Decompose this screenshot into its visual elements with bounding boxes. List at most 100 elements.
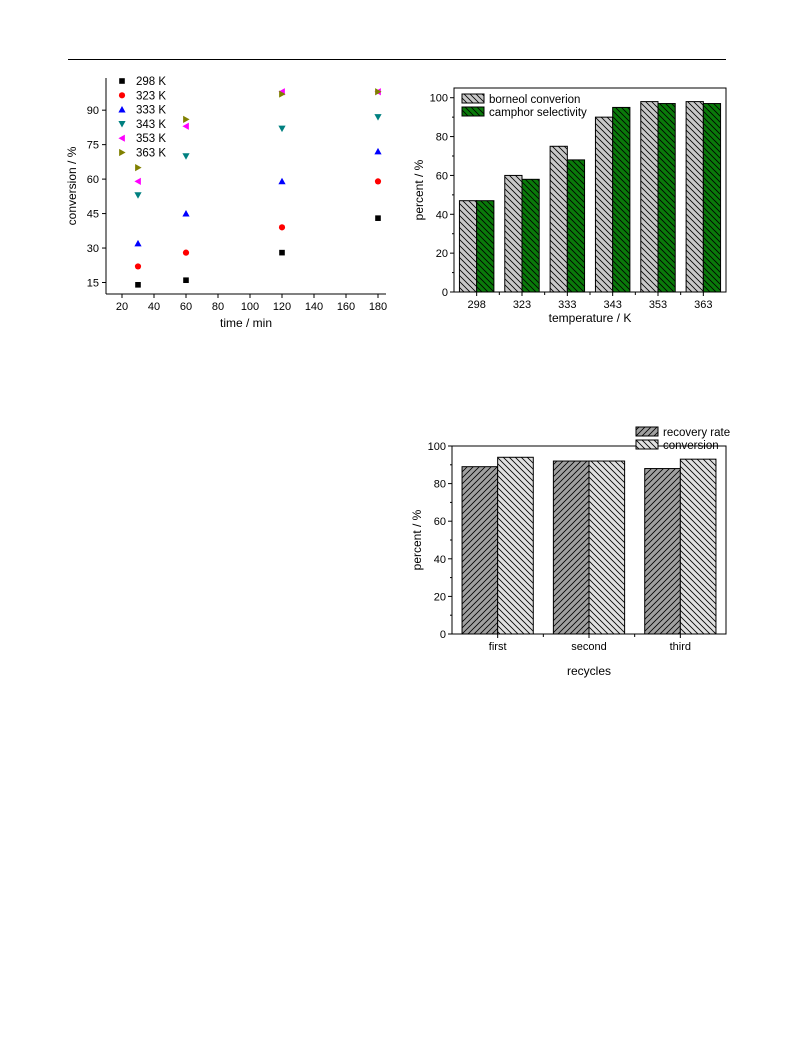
y-tick-label: 20 — [436, 248, 448, 260]
data-point — [183, 115, 190, 123]
x-tick-label: first — [489, 641, 507, 653]
bar-camphor-selectivity — [521, 178, 540, 293]
y-tick-label: 15 — [87, 278, 99, 290]
series-323-K — [134, 178, 382, 270]
data-point — [135, 164, 142, 172]
y-tick-label: 100 — [430, 93, 448, 105]
y-tick-label: 20 — [434, 591, 446, 603]
legend-marker — [119, 78, 125, 84]
bar-recovery-rate — [552, 460, 590, 635]
bar-borneol-converion — [685, 101, 704, 293]
data-point — [279, 249, 285, 256]
data-point — [134, 239, 142, 247]
legend-swatch — [635, 426, 659, 437]
bar-camphor-selectivity — [612, 106, 631, 293]
y-axis-label: conversion / % — [65, 146, 79, 225]
y-tick-label: 0 — [440, 629, 446, 641]
y-tick-label: 40 — [434, 554, 446, 566]
bar-conversion — [588, 460, 626, 635]
series-333-K — [134, 147, 382, 247]
data-point — [134, 263, 142, 270]
legend-label: recovery rate — [663, 427, 730, 439]
x-tick-label: 140 — [305, 301, 323, 313]
x-tick-label: 40 — [148, 301, 160, 313]
legend-swatch — [635, 439, 659, 450]
bar-camphor-selectivity — [476, 200, 495, 293]
data-point — [134, 192, 142, 199]
legend-swatch — [461, 93, 485, 104]
legend-marker — [118, 106, 126, 113]
y-axis-label: percent / % — [412, 159, 426, 220]
y-tick-label: 45 — [87, 209, 99, 221]
series-343-K — [134, 114, 382, 199]
legend-label: 353 K — [136, 133, 166, 145]
y-tick-label: 80 — [436, 132, 448, 144]
legend-marker — [119, 148, 126, 157]
bar-conversion — [497, 456, 534, 635]
bar-camphor-selectivity — [702, 103, 722, 293]
data-point — [135, 282, 141, 288]
x-tick-label: 20 — [116, 301, 128, 313]
legend-marker — [118, 121, 126, 128]
data-point — [182, 153, 190, 160]
y-tick-label: 80 — [434, 479, 446, 491]
legend-swatch — [461, 106, 485, 117]
data-point — [182, 249, 190, 256]
data-point — [134, 177, 141, 186]
data-point — [182, 122, 189, 130]
x-tick-label: 333 — [558, 299, 576, 311]
x-tick-label: 353 — [649, 299, 667, 311]
x-tick-label: second — [571, 641, 606, 653]
bar-borneol-converion — [640, 101, 659, 293]
x-tick-label: 323 — [513, 299, 531, 311]
y-axis-label: percent / % — [410, 509, 424, 570]
y-tick-label: 40 — [436, 209, 448, 221]
legend-label: borneol converion — [489, 94, 580, 106]
data-point — [183, 277, 189, 284]
legend-label: 333 K — [136, 105, 166, 117]
bar-borneol-converion — [549, 145, 568, 293]
legend-marker — [118, 134, 125, 142]
series-363-K — [135, 88, 382, 172]
bar-recovery-rate — [461, 466, 499, 635]
recycles-bar-chart: first second third 0 20 40 60 80 100 recycles perc… — [410, 426, 730, 678]
y-tick-label: 75 — [87, 140, 99, 152]
x-tick-label: 120 — [273, 301, 291, 313]
x-axis-label: temperature / K — [549, 311, 632, 325]
bar-camphor-selectivity — [657, 103, 676, 293]
data-point — [182, 209, 190, 217]
y-tick-label: 90 — [87, 105, 99, 117]
plot-frame — [453, 87, 727, 293]
bar-camphor-selectivity — [566, 159, 586, 293]
bar-borneol-converion — [458, 200, 478, 293]
legend-label: 323 K — [136, 90, 166, 102]
header-rule — [68, 59, 726, 60]
data-point — [278, 177, 286, 185]
y-tick-label: 100 — [428, 441, 446, 453]
data-point — [375, 215, 381, 221]
y-tick-label: 60 — [436, 170, 448, 182]
series-298-K — [135, 215, 381, 288]
legend-label: 363 K — [136, 148, 166, 160]
x-axis-label: recycles — [567, 664, 611, 678]
x-tick-label: third — [670, 641, 691, 653]
data-point — [374, 114, 382, 121]
legend-label: conversion — [663, 440, 719, 452]
x-tick-label: 180 — [369, 301, 387, 313]
legend-marker — [118, 92, 126, 99]
series-353-K — [134, 88, 381, 186]
y-tick-label: 60 — [434, 516, 446, 528]
bar-recovery-rate — [644, 468, 681, 635]
bar-conversion — [679, 458, 717, 635]
legend-label: camphor selectivity — [489, 107, 587, 119]
x-tick-label: 80 — [212, 301, 224, 313]
legend-label: 298 K — [136, 76, 166, 88]
x-tick-label: 160 — [337, 301, 355, 313]
y-tick-label: 0 — [442, 287, 448, 299]
data-point — [278, 224, 286, 231]
x-tick-label: 60 — [180, 301, 192, 313]
data-point — [278, 125, 286, 133]
data-point — [374, 178, 382, 185]
y-tick-label: 30 — [87, 243, 99, 255]
legend-label: 343 K — [136, 119, 166, 131]
